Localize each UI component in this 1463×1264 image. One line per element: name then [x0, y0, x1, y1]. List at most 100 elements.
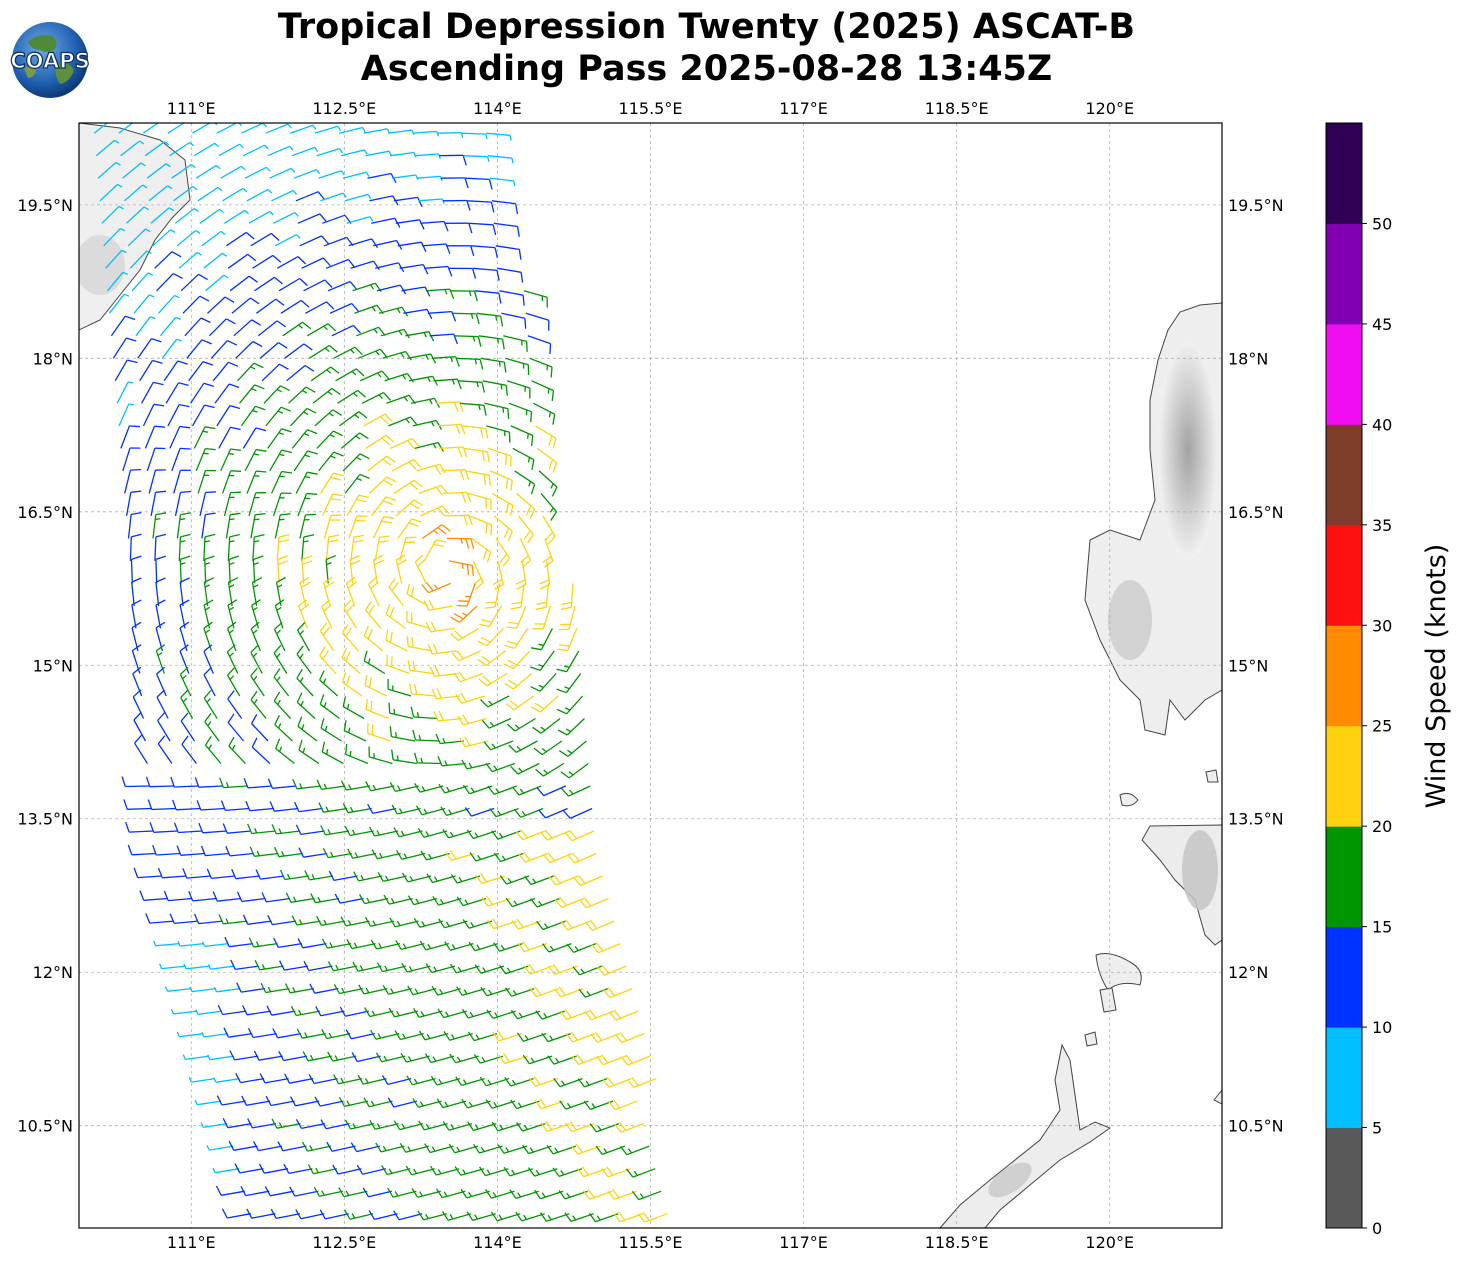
wind-barb-feather: [303, 960, 310, 971]
wind-barb-feather: [363, 625, 369, 636]
wind-barb-staff: [120, 140, 140, 157]
wind-barb-staff: [488, 155, 513, 159]
wind-barb-feather: [415, 805, 423, 816]
wind-barb-feather: [589, 1009, 597, 1019]
wind-barb-halffeather: [174, 294, 180, 299]
lon-tick-label-top: 118.5°E: [925, 99, 989, 118]
wind-barb-staff: [510, 425, 534, 437]
wind-barb-staff: [476, 312, 501, 317]
wind-barb-feather: [558, 750, 569, 757]
wind-barb-staff: [210, 965, 235, 970]
wind-barb-feather: [484, 1189, 492, 1199]
wind-barb-feather: [393, 1210, 400, 1221]
wind-barb-staff: [212, 361, 229, 382]
wind-barb-feather: [503, 1166, 511, 1177]
wind-barb-halffeather: [538, 900, 543, 906]
wind-barb-feather: [625, 1168, 634, 1178]
wind-barb-feather: [230, 448, 242, 452]
wind-barb-feather: [121, 776, 126, 787]
wind-barb-staff: [301, 257, 324, 269]
wind-barb-halffeather: [287, 873, 291, 880]
wind-barb-halffeather: [223, 274, 229, 279]
wind-barb-feather: [171, 251, 182, 258]
lat-tick-label-right: 13.5°N: [1228, 810, 1284, 829]
wind-barb-feather: [395, 554, 406, 561]
wind-barb-feather: [471, 268, 477, 279]
wind-barb-feather: [552, 414, 556, 425]
wind-barb-feather: [326, 301, 335, 310]
wind-barb-feather: [620, 1056, 629, 1066]
wind-barb-halffeather: [348, 727, 351, 733]
wind-barb-staff: [443, 1010, 467, 1019]
wind-barb-staff: [367, 172, 392, 179]
wind-barb-feather: [132, 666, 142, 675]
wind-barb-halffeather: [444, 760, 448, 766]
wind-barb-halffeather: [276, 629, 281, 635]
wind-barb-staff: [344, 193, 369, 202]
wind-barb-staff: [503, 335, 527, 343]
colorbar-frame: [1325, 122, 1363, 1229]
wind-barb-halffeather: [292, 987, 296, 993]
wind-barb-staff: [176, 514, 182, 539]
wind-barb-staff: [377, 852, 401, 860]
wind-barb-staff: [205, 744, 222, 764]
wind-barb-halffeather: [419, 1101, 424, 1107]
wind-barb-halffeather: [300, 700, 304, 706]
wind-barb-staff: [395, 219, 420, 224]
wind-barb-feather: [319, 670, 325, 681]
wind-barb-staff: [344, 474, 361, 494]
wind-barb-staff: [458, 650, 482, 662]
wind-barb-feather: [480, 873, 488, 883]
wind-barb-staff: [516, 605, 527, 629]
wind-barb-feather: [330, 476, 341, 481]
wind-barb-feather: [382, 458, 392, 466]
wind-barb-halffeather: [114, 139, 120, 144]
wind-barb-staff: [261, 363, 280, 382]
wind-barb-staff: [427, 310, 452, 314]
wind-barb-feather: [296, 645, 304, 655]
wind-barb-staff: [182, 295, 201, 314]
wind-barb-staff: [389, 897, 413, 905]
wind-barb-halffeather: [528, 481, 532, 487]
wind-barb-staff: [484, 402, 509, 410]
wind-barb-feather: [153, 381, 164, 386]
wind-barb-halffeather: [439, 898, 444, 905]
wind-barb-halffeather: [408, 965, 413, 972]
wind-barb-staff: [442, 1100, 467, 1109]
wind-barb-halffeather: [267, 188, 273, 194]
wind-barb-feather: [412, 459, 422, 468]
wind-barb-feather: [484, 606, 496, 609]
wind-barb-feather: [300, 603, 310, 612]
wind-barb-feather: [557, 729, 568, 736]
wind-barb-staff: [308, 344, 330, 359]
wind-barb-halffeather: [450, 1124, 455, 1130]
wind-barb-halffeather: [182, 674, 187, 680]
wind-barb-halffeather: [239, 143, 244, 149]
wind-barb-staff: [167, 123, 186, 134]
wind-barb-staff: [276, 256, 299, 269]
wind-barb-feather: [316, 779, 323, 790]
wind-barb-staff: [339, 897, 364, 904]
wind-barb-feather: [577, 1078, 586, 1088]
wind-barb-feather: [338, 1187, 345, 1197]
wind-barb-staff: [122, 162, 142, 179]
wind-barb-staff: [344, 1100, 369, 1108]
wind-barb-feather: [444, 941, 451, 951]
wind-barb-halffeather: [468, 762, 473, 769]
wind-barb-halffeather: [523, 1124, 528, 1130]
wind-barb-feather: [509, 1189, 517, 1199]
wind-barb-staff: [363, 1077, 387, 1085]
wind-barb-staff: [345, 920, 370, 927]
wind-barb-staff: [203, 252, 223, 269]
wind-barb-halffeather: [207, 964, 212, 970]
wind-barb-feather: [576, 1167, 585, 1177]
wind-barb-halffeather: [375, 350, 380, 356]
wind-barb-staff: [485, 650, 506, 667]
wind-barb-halffeather: [543, 923, 549, 929]
wind-barb-halffeather: [276, 388, 282, 393]
wind-barb-halffeather: [511, 157, 514, 164]
wind-barb-feather: [479, 1166, 486, 1176]
wind-barb-staff: [437, 987, 461, 996]
wind-barb-feather: [480, 698, 489, 708]
wind-barb-staff: [367, 455, 388, 472]
